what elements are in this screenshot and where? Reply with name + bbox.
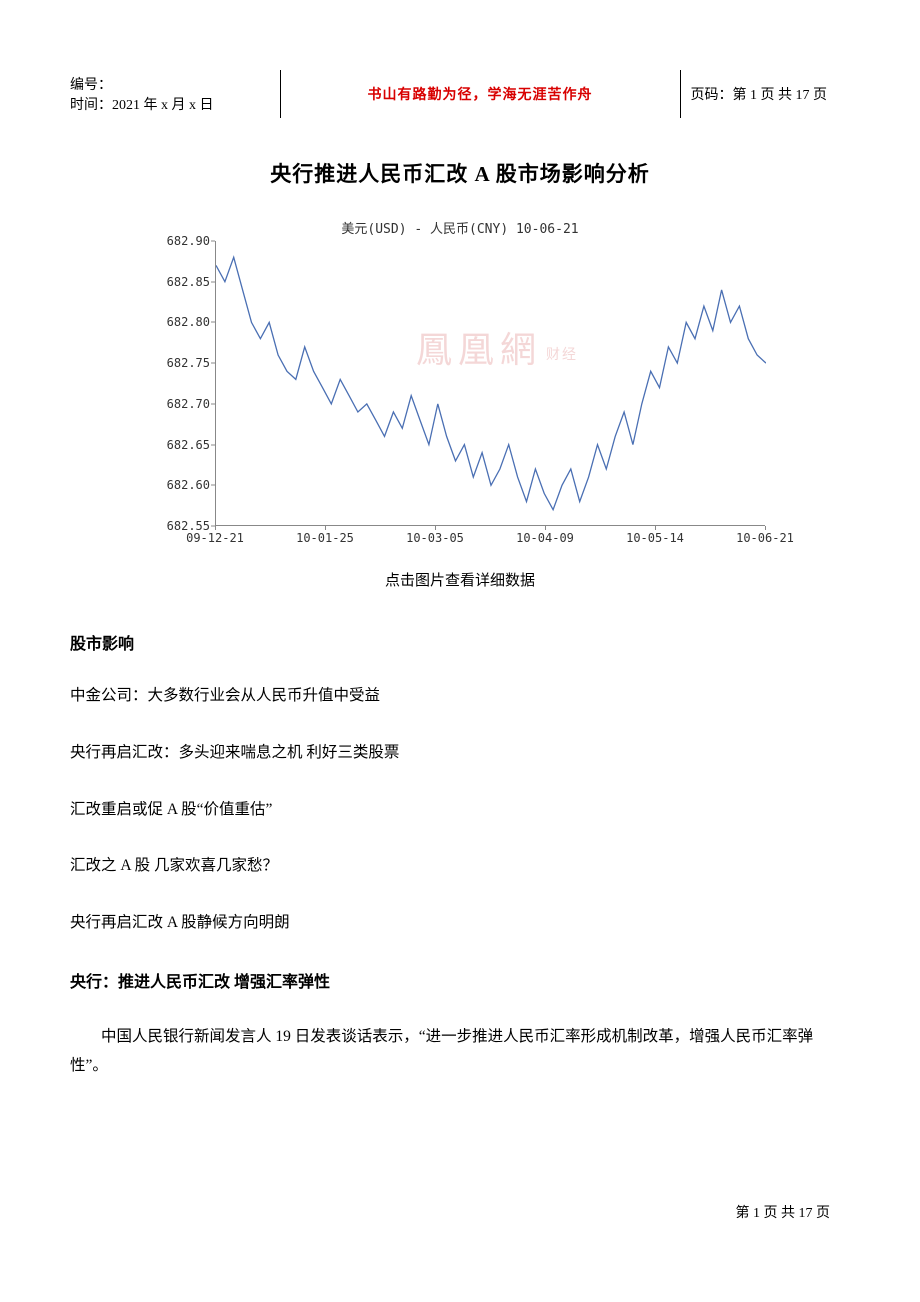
y-tick-label: 682.85 [155, 275, 210, 289]
impact-line-1: 中金公司：大多数行业会从人民币升值中受益 [70, 684, 850, 709]
pboc-paragraph: 中国人民银行新闻发言人 19 日发表谈话表示，“进一步推进人民币汇率形成机制改革… [70, 1022, 850, 1081]
x-tick-label: 10-03-05 [406, 531, 464, 545]
chart-line-svg [216, 241, 766, 526]
x-tick-label: 10-01-25 [296, 531, 354, 545]
header-motto: 书山有路勤为径，学海无涯苦作舟 [280, 70, 680, 118]
y-tick-label: 682.90 [155, 234, 210, 248]
doc-header: 编号： 时间：2021 年 x 月 x 日 书山有路勤为径，学海无涯苦作舟 页码… [70, 70, 850, 118]
y-tick-label: 682.65 [155, 438, 210, 452]
y-tick-label: 682.75 [155, 356, 210, 370]
serial-label: 编号： [70, 74, 270, 94]
exchange-rate-chart[interactable]: 美元(USD) - 人民币(CNY) 10-06-21 鳳凰網财经 682.55… [155, 218, 765, 551]
x-tick-label: 10-06-21 [736, 531, 794, 545]
section-pboc: 央行：推进人民币汇改 增强汇率弹性 [70, 968, 850, 992]
x-tick-label: 10-04-09 [516, 531, 574, 545]
chart-caption[interactable]: 点击图片查看详细数据 [70, 569, 850, 590]
x-tick-label: 09-12-21 [186, 531, 244, 545]
x-tick-label: 10-05-14 [626, 531, 684, 545]
y-tick-label: 682.70 [155, 397, 210, 411]
impact-line-4: 汇改之 A 股 几家欢喜几家愁？ [70, 854, 850, 879]
y-tick-label: 682.60 [155, 478, 210, 492]
chart-title: 美元(USD) - 人民币(CNY) 10-06-21 [155, 218, 765, 237]
header-page: 页码：第 1 页 共 17 页 [680, 70, 850, 118]
section-stock-impact: 股市影响 [70, 630, 850, 654]
impact-line-5: 央行再启汇改 A 股静候方向明朗 [70, 911, 850, 936]
impact-line-2: 央行再启汇改：多头迎来喘息之机 利好三类股票 [70, 741, 850, 766]
page-footer: 第 1 页 共 17 页 [736, 1202, 831, 1222]
impact-line-3: 汇改重启或促 A 股“价值重估” [70, 798, 850, 823]
document-title: 央行推进人民币汇改 A 股市场影响分析 [70, 158, 850, 188]
y-tick-label: 682.80 [155, 315, 210, 329]
time-label: 时间：2021 年 x 月 x 日 [70, 94, 270, 114]
